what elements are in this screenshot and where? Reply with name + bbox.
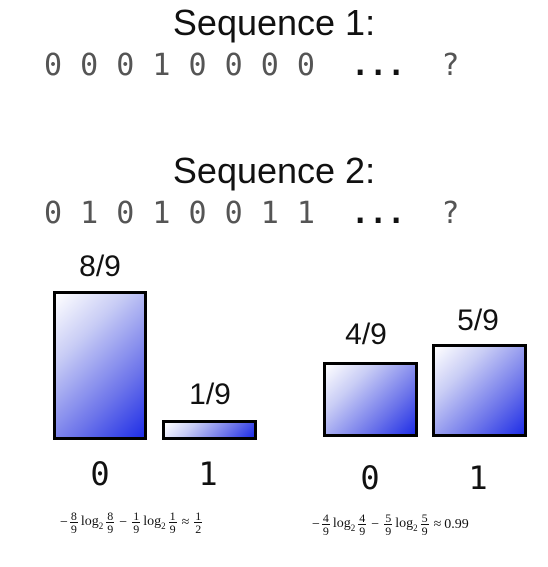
sequence-1-title: Sequence 1: (172, 2, 376, 43)
dist2-bar-1 (432, 344, 527, 437)
dist1-bar-0 (53, 291, 147, 440)
dist2-symbol-1: 1 (468, 459, 488, 497)
sequence-1-digits: 0 0 0 1 0 0 0 0 ... ? (44, 48, 459, 83)
formula1-frac-b-den: 9 (107, 522, 114, 536)
dist2-bar0-label: 4/9 (345, 318, 387, 351)
formula1-frac-a-den: 9 (70, 522, 77, 536)
formula2-log-a-base: 2 (350, 522, 356, 533)
dist2-bar1-label: 5/9 (457, 304, 499, 337)
formula1-result-den: 2 (195, 522, 202, 536)
formula1-log-a-text: log (80, 514, 99, 530)
dist2-bar-0 (323, 362, 418, 437)
formula1-approx: ≈ (181, 514, 190, 530)
formula1-log-a-base: 2 (98, 520, 104, 531)
formula2-approx: ≈ (433, 516, 442, 532)
dist1-symbol-1: 1 (198, 455, 218, 493)
formula2-frac-d-den: 9 (421, 524, 428, 538)
dist1-bar1-label: 1/9 (189, 378, 231, 411)
formula1-frac-c-den: 9 (133, 522, 140, 536)
formula2-log-b-base: 2 (413, 522, 418, 533)
formula2-frac-c-den: 9 (385, 524, 392, 538)
sequence-2-ellipsis: ... (351, 196, 406, 231)
formula1-result-num: 1 (194, 509, 203, 523)
formula2-frac-b-den: 9 (359, 524, 366, 538)
formula2-log-b-text: log (395, 516, 414, 532)
formula1-minus-2: − (119, 514, 128, 530)
formula2-log-a: log2 (333, 516, 355, 533)
sequence-2-title: Sequence 2: (172, 150, 376, 191)
dist1-bar-1 (162, 420, 257, 440)
sequence-2-bits: 0 1 0 1 0 0 1 1 (44, 196, 315, 231)
formula2-frac-a-num: 4 (321, 511, 330, 525)
formula2-minus: − (312, 516, 320, 532)
formula1-frac-d-num: 1 (168, 509, 177, 523)
sequence-2-question: ? (441, 196, 460, 231)
formula2-result: 0.99 (444, 516, 469, 532)
formula1-log-a: log2 (81, 514, 103, 531)
formula1-minus: − (60, 514, 68, 530)
formula2-log-a-text: log (332, 516, 351, 532)
formula2-frac-d-num: 5 (420, 511, 429, 525)
formula1-log-b-base: 2 (161, 520, 166, 531)
formula2-minus-2: − (371, 516, 380, 532)
dist1-symbol-0: 0 (90, 455, 110, 493)
sequence-1-ellipsis: ... (351, 48, 406, 83)
dist1-bar0-label: 8/9 (79, 250, 121, 283)
dist2-symbol-0: 0 (360, 459, 380, 497)
formula2-frac-a-den: 9 (322, 524, 329, 538)
formula2-log-b: log2 (395, 516, 417, 533)
sequence-1-bits: 0 0 0 1 0 0 0 0 (44, 48, 315, 83)
formula1-log-b-text: log (143, 514, 162, 530)
formula2-frac-b-num: 4 (358, 511, 367, 525)
formula1-log-b: log2 (143, 514, 165, 531)
sequence-1-question: ? (441, 48, 460, 83)
sequence-2-digits: 0 1 0 1 0 0 1 1 ... ? (44, 196, 459, 231)
formula1-frac-b-num: 8 (106, 509, 115, 523)
formula1-frac-a-num: 8 (69, 509, 78, 523)
formula1-frac-c-num: 1 (132, 509, 141, 523)
formula2-frac-c-num: 5 (384, 511, 393, 525)
formula1-frac-d-den: 9 (169, 522, 176, 536)
